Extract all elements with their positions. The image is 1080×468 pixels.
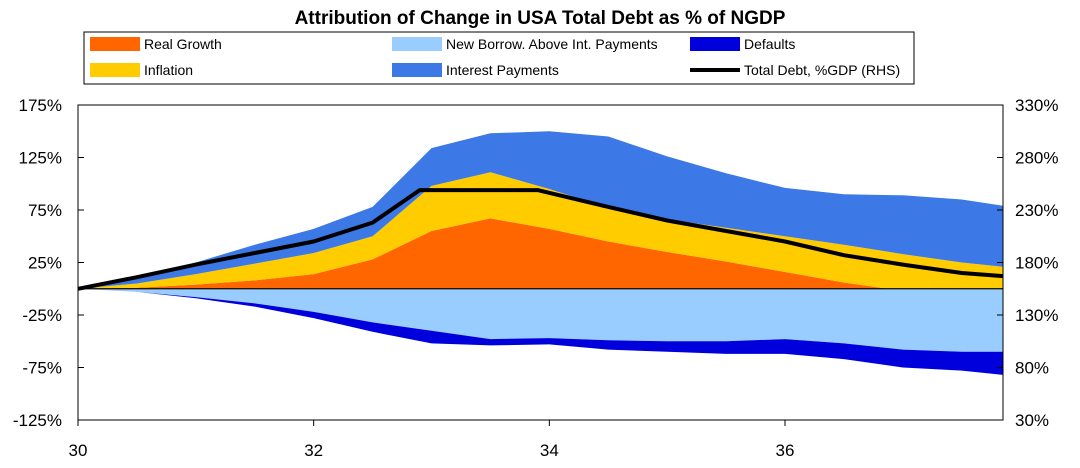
legend-frame <box>83 31 915 85</box>
left-tick-label: -25% <box>22 306 62 325</box>
right-tick-label: 180% <box>1015 254 1058 273</box>
plot-areas <box>78 131 1003 375</box>
legend-label-inflation: Inflation <box>144 62 193 78</box>
left-tick-label: -125% <box>13 411 62 430</box>
legend-swatch-real-growth <box>90 37 140 51</box>
legend-swatch-defaults <box>690 37 740 51</box>
x-tick-label: 34 <box>540 441 559 460</box>
right-tick-label: 80% <box>1015 359 1049 378</box>
x-tick-label: 36 <box>776 441 795 460</box>
chart-title: Attribution of Change in USA Total Debt … <box>294 8 786 29</box>
x-tick-label: 32 <box>304 441 323 460</box>
area-real-growth <box>78 218 1003 302</box>
plot-line <box>77 188 1004 291</box>
legend-swatch-new-borrow-above-int-payments <box>392 37 442 51</box>
legend-swatch-interest-payments <box>392 63 442 77</box>
area-new-borrow-above-int-payments <box>78 288 1003 352</box>
legend-label-total-debt-gdp-rhs: Total Debt, %GDP (RHS) <box>744 62 900 78</box>
left-tick-label: 75% <box>28 201 62 220</box>
left-tick-label: -75% <box>22 359 62 378</box>
legend-label-interest-payments: Interest Payments <box>446 62 559 78</box>
area-inflation <box>78 172 1003 302</box>
right-tick-label: 230% <box>1015 201 1058 220</box>
area-defaults <box>78 288 1003 375</box>
series-line-total-debt-gdp-rhs <box>77 188 1004 291</box>
left-tick-label: 125% <box>19 149 62 168</box>
right-tick-label: 330% <box>1015 96 1058 115</box>
x-tick-label: 30 <box>69 441 88 460</box>
right-tick-label: 30% <box>1015 411 1049 430</box>
area-interest-payments <box>78 131 1003 289</box>
legend-label-defaults: Defaults <box>744 36 795 52</box>
left-tick-label: 25% <box>28 254 62 273</box>
axes: 175% 125% 75% 25% -25% -75% -125% 330% 280% 230% 1… <box>13 96 1059 460</box>
legend-label-new-borrow-above-int-payments: New Borrow. Above Int. Payments <box>446 36 658 52</box>
left-tick-label: 175% <box>19 96 62 115</box>
legend-label-real-growth: Real Growth <box>144 36 222 52</box>
legend-swatch-inflation <box>90 63 140 77</box>
legend: Real Growth New Borrow. Above Int. Paymen… <box>83 31 915 85</box>
right-tick-label: 130% <box>1015 306 1058 325</box>
right-tick-label: 280% <box>1015 149 1058 168</box>
